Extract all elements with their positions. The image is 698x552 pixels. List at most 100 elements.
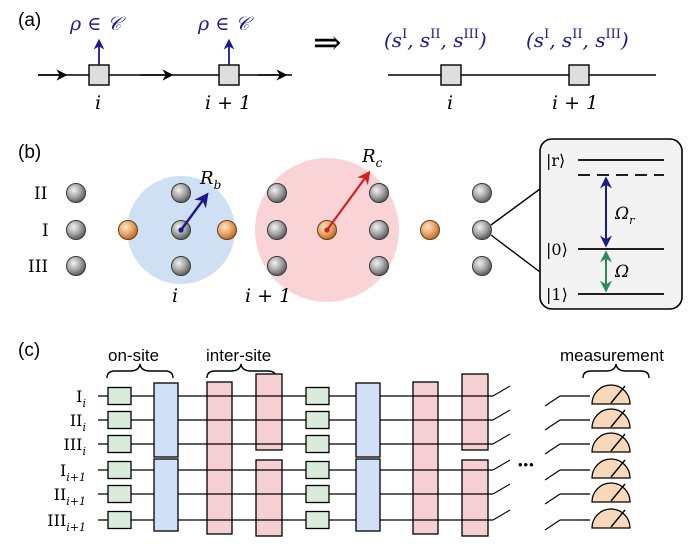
wire-2-cut-left [492, 409, 511, 421]
panel-a-label: (a) [18, 10, 41, 31]
measurement-brace [582, 363, 650, 379]
level-0-label: |0⟩ [546, 240, 568, 259]
site-label-i1: i + 1 [205, 92, 251, 114]
measurement-meter-2 [591, 408, 631, 429]
atom-col3-row-II [267, 183, 287, 203]
state-triple-i: (sI, sII, sIII) [384, 27, 487, 52]
inter-site-gate-1 [206, 381, 233, 535]
measurement-meter-1 [591, 384, 631, 405]
blockade-radius-arrow [180, 192, 209, 231]
coupling-radius-label: Rc [361, 146, 383, 170]
rabi-r-label: Ωr [614, 204, 635, 227]
zoom-line-top [490, 188, 541, 226]
tensor-box-i1 [218, 64, 240, 86]
inter-site-gate-shift-top-1 [255, 373, 283, 451]
on-site-gate-1-wire-2 [107, 410, 132, 430]
level-1-label: |1⟩ [546, 285, 568, 304]
ancilla-atom-2 [217, 220, 237, 240]
inter-site-gate-shift-bottom-1 [255, 459, 283, 537]
on-site-brace [106, 363, 174, 379]
inter-site-label: inter-site [206, 346, 271, 365]
blockade-center-dot [178, 227, 184, 233]
ancilla-atom-4 [420, 220, 440, 240]
panel-a: (a) ρ ∈ 𝒞 ρ ∈ 𝒞 i i + 1 ⇒ (sI, sII, sIII… [18, 10, 656, 114]
panel-c-label: (c) [18, 340, 40, 361]
measurement-label: measurement [560, 346, 664, 365]
rabi-label: Ω [614, 262, 629, 282]
wire-4-cut-left [492, 459, 511, 471]
atom-col1-row-II [66, 183, 86, 203]
on-site-gate-2-wire-5 [305, 484, 330, 504]
wire-3-cut-left [492, 433, 511, 445]
wire-4-cut-right [544, 469, 561, 481]
coupling-center-dot [324, 227, 330, 233]
on-site-gate-2-wire-6 [305, 510, 330, 530]
on-site-gate-1-wire-6 [107, 510, 132, 530]
on-site-gate-1-wire-1 [107, 386, 132, 406]
measurement-meter-3 [591, 432, 631, 453]
implies-arrow: ⇒ [313, 23, 342, 63]
on-site-block-gate-1-site-i [153, 382, 179, 458]
panel-b: (b) II I III Rb Rc i i + 1 |r⟩ |0⟩ |1⟩ Ω… [18, 138, 683, 310]
atom-col2-row-III [171, 256, 191, 276]
blockade-radius-label: Rb [199, 168, 221, 192]
row-label-II: II [34, 184, 47, 204]
on-site-block-gate-2-site-i [355, 382, 381, 458]
on-site-block-gate-1-site-i1 [153, 458, 179, 532]
state-triple-i1: (sI, sII, sIII) [526, 27, 629, 52]
row-label-I: I [42, 221, 49, 241]
atom-array [66, 183, 492, 276]
site-label-b-i1: i + 1 [245, 285, 291, 307]
atom-col1-row-I [66, 220, 86, 240]
atom-col4-row-I [369, 220, 389, 240]
inter-site-gate-2 [412, 381, 439, 535]
atom-col2-row-II [171, 183, 191, 203]
wire-5-cut-left [492, 483, 511, 495]
atom-col5-row-I [472, 220, 492, 240]
wire-label-5: IIi+1 [54, 485, 86, 508]
on-site-gate-2-wire-2 [305, 410, 330, 430]
wire-1-cut-right [544, 395, 561, 407]
wire-6-cut-right [544, 519, 561, 531]
atom-col4-row-II [369, 183, 389, 203]
measurement-meter-6 [591, 508, 631, 529]
atom-col3-row-III [267, 256, 287, 276]
tensor-box-right-i1 [568, 64, 590, 86]
site-label-b-i: i [172, 285, 178, 307]
on-site-gate-2-wire-1 [305, 386, 330, 406]
on-site-gate-1-wire-3 [107, 434, 132, 454]
inter-site-brace [206, 363, 277, 379]
wire-6-cut-left [492, 509, 511, 521]
wire-1-cut-left [492, 385, 511, 397]
site-label-right-i1: i + 1 [552, 92, 598, 114]
panel-b-label: (b) [18, 142, 41, 163]
on-site-gate-1-wire-5 [107, 484, 132, 504]
atom-col5-row-II [472, 183, 492, 203]
row-label-III: III [28, 257, 48, 277]
zoom-line-bottom [490, 234, 541, 273]
on-site-gate-2-wire-4 [305, 460, 330, 480]
constraint-label-i1: ρ ∈ 𝒞 [197, 13, 254, 35]
on-site-block-gate-2-site-i1 [355, 458, 381, 532]
tensor-box-right-i [440, 64, 462, 86]
wire-3-cut-right [544, 443, 561, 455]
on-site-gate-1-wire-4 [107, 460, 132, 480]
level-r-label: |r⟩ [546, 151, 565, 170]
inter-site-gate-shift-top-2 [461, 373, 489, 451]
wire-label-2: IIi [70, 411, 86, 434]
wire-5-cut-right [544, 493, 561, 505]
atom-col5-row-III [472, 256, 492, 276]
wire-label-1: Ii [76, 387, 86, 410]
inter-site-gate-shift-bottom-2 [461, 459, 489, 537]
tensor-box-i [88, 64, 110, 86]
site-label-i: i [95, 92, 101, 114]
panel-c: (c) on-site inter-site measurement IiIIi… [18, 340, 664, 537]
wire-label-3: IIIi [64, 435, 87, 458]
atom-col4-row-III [369, 256, 389, 276]
ancilla-atom-1 [118, 220, 138, 240]
circuit-ellipsis: ••• [518, 457, 535, 472]
measurement-meter-4 [591, 458, 631, 479]
circuit [98, 373, 631, 537]
